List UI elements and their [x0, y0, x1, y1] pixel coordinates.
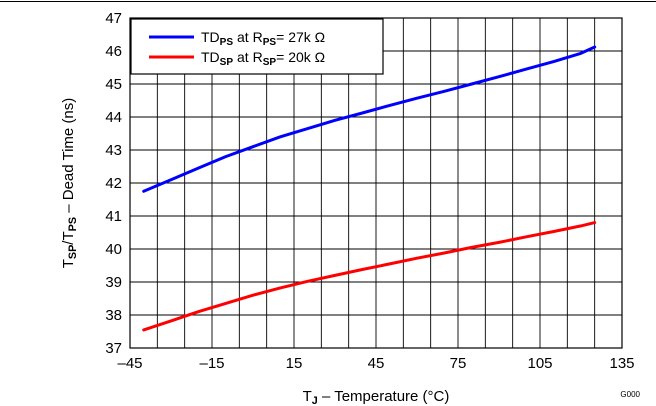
text-part: PS — [220, 37, 234, 48]
y-tick-label: 37 — [105, 340, 122, 357]
x-tick-label: 135 — [609, 355, 634, 372]
tick-labels: –45 –15 15 45 75 105 135 37 38 39 40 41 42 43 44 45 46 47 — [105, 10, 634, 372]
legend-box — [130, 18, 384, 75]
y-tick-label: 44 — [105, 109, 122, 126]
text-part: PS — [67, 217, 79, 231]
y-tick-label: 39 — [105, 274, 122, 291]
y-tick-label: 46 — [105, 43, 122, 60]
x-axis-title: TJ – Temperature (°C) — [303, 388, 450, 406]
text-part: /T — [60, 231, 77, 244]
y-tick-label: 47 — [105, 10, 122, 27]
x-tick-label: 15 — [286, 355, 303, 372]
y-axis-title: TSP/TPS – Dead Time (ns) — [60, 98, 79, 269]
text-part: J — [312, 395, 318, 406]
y-tick-label: 38 — [105, 307, 122, 324]
text-part: TD — [201, 29, 220, 45]
text-part: at R — [233, 49, 263, 65]
legend-label-1: TDSP at RSP= 20k Ω — [201, 49, 325, 68]
plot-frame — [129, 17, 623, 349]
figure-id: G000 — [620, 390, 640, 399]
series-line-1 — [142, 221, 597, 332]
y-tick-label: 45 — [105, 76, 122, 93]
x-tick-label: –45 — [117, 355, 142, 372]
text-part: = 20k Ω — [276, 49, 325, 65]
y-tick-label: 43 — [105, 142, 122, 159]
text-part: PS — [263, 37, 277, 48]
x-tick-label: –15 — [199, 355, 224, 372]
x-tick-label: 75 — [450, 355, 467, 372]
legend-label-0: TDPS at RPS= 27k Ω — [201, 29, 325, 48]
text-part: TD — [201, 49, 220, 65]
text-part: SP — [263, 57, 277, 68]
x-tick-label: 45 — [368, 355, 385, 372]
text-part: – Dead Time (ns) — [60, 98, 77, 217]
text-part: SP — [220, 57, 234, 68]
text-part: SP — [67, 245, 79, 259]
text-part: = 27k Ω — [276, 29, 325, 45]
text-part: T — [303, 388, 312, 405]
x-tick-label: 105 — [527, 355, 552, 372]
text-part: at R — [233, 29, 263, 45]
y-tick-label: 41 — [105, 208, 122, 225]
text-part: – Temperature (°C) — [318, 388, 450, 405]
y-tick-label: 42 — [105, 175, 122, 192]
text-part: T — [60, 259, 77, 268]
y-tick-label: 40 — [105, 241, 122, 258]
series-line-0 — [142, 45, 597, 193]
series-layer — [142, 45, 597, 332]
